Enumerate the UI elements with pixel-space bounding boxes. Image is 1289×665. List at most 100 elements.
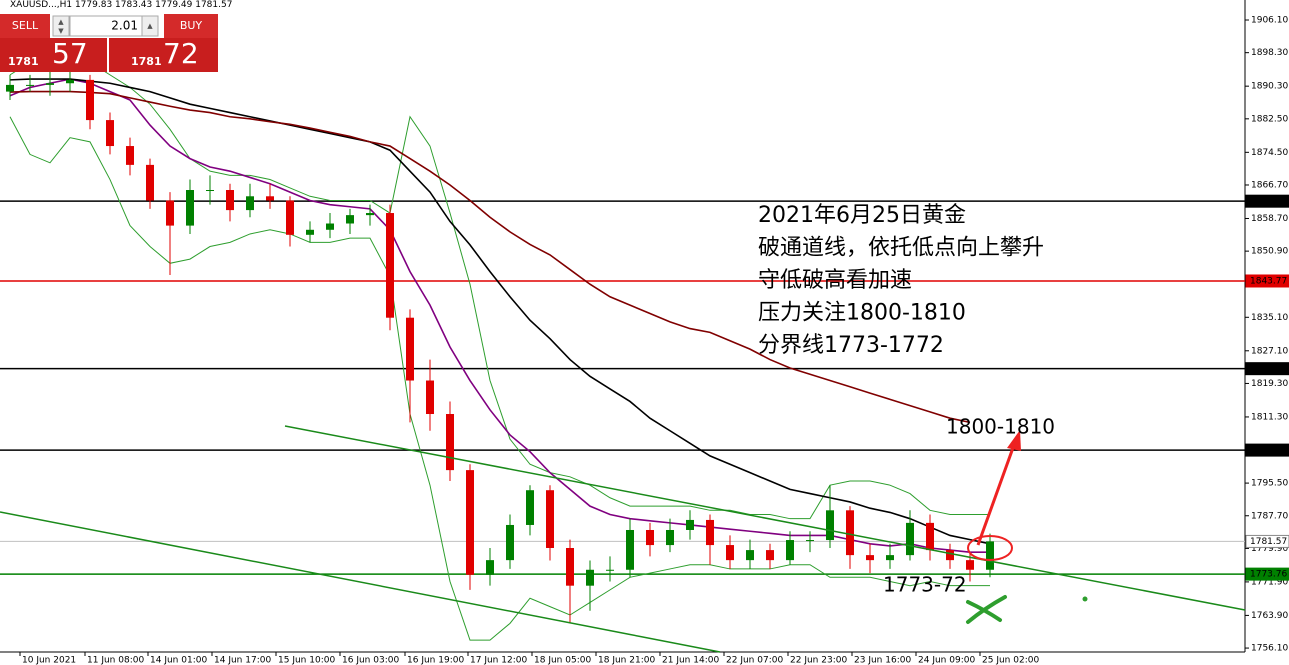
annotation-text: 压力关注1800-1810 (758, 301, 966, 326)
sell-label[interactable]: SELL (12, 19, 39, 32)
level-label-box (1245, 274, 1289, 288)
spinner-right[interactable]: ▲ (147, 22, 153, 30)
candle-body (966, 560, 974, 570)
y-tick-label: 1866.70 (1251, 180, 1288, 190)
x-tick-label: 16 Jun 19:00 (407, 656, 464, 665)
candle-body (66, 79, 74, 84)
x-tick-label: 15 Jun 10:00 (278, 656, 335, 665)
candle-body (146, 164, 154, 201)
x-tick-label: 24 Jun 09:00 (918, 656, 975, 665)
symbol-header: XAUUSD...,H1 1779.83 1783.43 1779.49 178… (10, 0, 232, 10)
dot-mark (1082, 596, 1088, 602)
symbol: XAUUSD...,H1 (10, 0, 72, 10)
candle-body (426, 380, 434, 415)
spinner-up[interactable]: ▲ (58, 18, 64, 26)
plot (0, 57, 1245, 641)
buy-label[interactable]: BUY (180, 19, 203, 32)
candle-body (746, 550, 754, 561)
annotation-text: 破通道线，依托低点向上攀升 (758, 236, 1044, 261)
level-label: 1822.83 (1250, 364, 1287, 374)
x-tick-label: 10 Jun 2021 (22, 656, 76, 665)
candle-body (786, 540, 794, 561)
sell-price-small[interactable]: 1781 (8, 55, 39, 68)
y-tick-label: 1763.90 (1251, 611, 1288, 621)
buy-price-small[interactable]: 1781 (131, 55, 162, 68)
indicator-line (9, 116, 990, 641)
cross-mark (966, 595, 1007, 624)
candle-body (386, 213, 394, 318)
candle-body (586, 569, 594, 586)
sell-button[interactable] (0, 14, 50, 38)
x-tick-label: 18 Jun 21:00 (598, 656, 655, 665)
y-tick-label: 1898.30 (1251, 48, 1288, 58)
candle-body (606, 569, 614, 571)
sell-price-big[interactable]: 57 (52, 37, 88, 70)
x-tick-label: 25 Jun 02:00 (982, 656, 1039, 665)
x-tick-label: 23 Jun 16:00 (854, 656, 911, 665)
candle-body (26, 84, 34, 86)
x-tick-label: 21 Jun 14:00 (662, 656, 719, 665)
ohlc-close: 1781.57 (195, 0, 232, 10)
candle-body (726, 545, 734, 561)
lot-value[interactable]: 2.01 (111, 19, 138, 33)
channel-bottom (0, 511, 721, 653)
x-tick-label: 17 Jun 12:00 (470, 656, 527, 665)
support-label: 1773-72 (883, 573, 967, 597)
indicator-line (9, 57, 990, 520)
x-tick-label: 22 Jun 07:00 (726, 656, 783, 665)
y-tick-label: 1874.50 (1251, 148, 1288, 158)
candle-body (366, 213, 374, 216)
buy-price-big[interactable]: 72 (163, 37, 199, 70)
level-label: 1843.77 (1250, 276, 1287, 286)
spinner-down[interactable]: ▼ (58, 27, 64, 35)
circle-mark (967, 535, 1013, 561)
y-tick-label: 1890.30 (1251, 82, 1288, 92)
candle-body (346, 215, 354, 224)
level-label: 1862.83 (1250, 197, 1287, 207)
candle-body (886, 555, 894, 561)
candle-body (446, 414, 454, 471)
candle-body (106, 120, 114, 147)
candle-body (986, 541, 994, 570)
candle-body (846, 510, 854, 556)
y-tick-label: 1811.30 (1251, 412, 1288, 422)
x-tick-label: 14 Jun 17:00 (214, 656, 271, 665)
indicator-line (9, 90, 971, 424)
y-tick-label: 1819.30 (1251, 379, 1288, 389)
level-label: 1773.76 (1250, 570, 1287, 580)
level-label-box (1245, 362, 1289, 376)
arrow-shaft (976, 444, 1016, 546)
x-tick-label: 22 Jun 23:00 (790, 656, 847, 665)
candle-body (46, 83, 54, 85)
candle-body (406, 317, 414, 381)
candle-body (86, 79, 94, 121)
candle-body (706, 519, 714, 546)
x-tick-label: 14 Jun 01:00 (150, 656, 207, 665)
candle-body (566, 547, 574, 586)
y-tick-label: 1779.90 (1251, 544, 1288, 554)
candle-body (766, 550, 774, 561)
y-tick-label: 1787.70 (1251, 511, 1288, 521)
buy-button[interactable] (164, 14, 218, 38)
lot-spinner[interactable] (52, 15, 70, 37)
level-label: 1803.38 (1250, 446, 1287, 456)
candle-body (126, 146, 134, 165)
level-label-box (1245, 443, 1289, 457)
annotation-text: 守低破高看加速 (758, 268, 912, 293)
candle-body (6, 84, 14, 92)
candle-body (506, 524, 514, 561)
y-tick-label: 1835.10 (1251, 313, 1288, 323)
annotation-text: 分界线1773-1772 (758, 333, 944, 358)
buy-price-panel[interactable] (109, 38, 218, 72)
x-tick-label: 11 Jun 08:00 (87, 656, 144, 665)
y-tick-label: 1850.90 (1251, 247, 1288, 257)
sell-price-panel[interactable] (0, 38, 107, 72)
x-tick-label: 16 Jun 03:00 (342, 656, 399, 665)
candle-body (806, 540, 814, 542)
lot-spinner-right[interactable] (141, 15, 159, 37)
candle-body (286, 200, 294, 235)
candle-body (266, 196, 274, 201)
candle-body (246, 196, 254, 211)
annotations: 2021年6月25日黄金破通道线，依托低点向上攀升守低破高看加速压力关注1800… (758, 203, 1055, 597)
